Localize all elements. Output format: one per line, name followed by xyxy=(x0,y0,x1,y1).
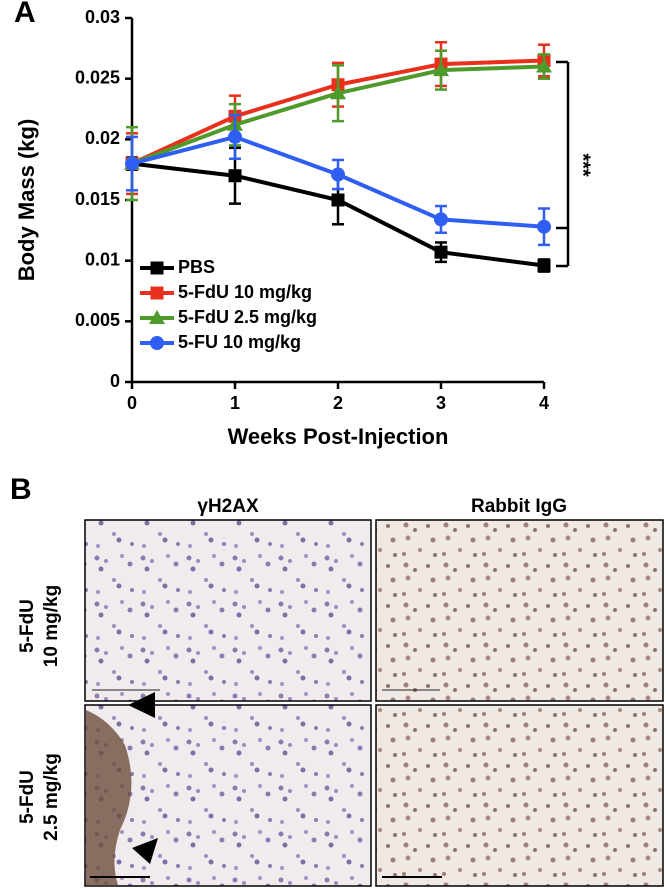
legend-label: 5-FU 10 mg/kg xyxy=(178,332,301,352)
stained-region xyxy=(86,710,132,885)
marker xyxy=(125,156,139,171)
y-tick-label: 0.025 xyxy=(75,67,120,87)
row-label-line: 5-FdU xyxy=(17,770,38,824)
marker xyxy=(434,245,448,259)
marker xyxy=(228,129,242,144)
micrograph xyxy=(375,704,664,887)
x-axis-label: Weeks Post-Injection xyxy=(228,424,449,449)
y-tick-label: 0.02 xyxy=(85,128,120,148)
marker xyxy=(536,58,552,73)
marker xyxy=(433,62,449,77)
column-header: γH2AX xyxy=(197,496,259,517)
legend-label: 5-FdU 2.5 mg/kg xyxy=(178,307,317,327)
y-axis-label: Body Mass (kg) xyxy=(14,119,39,282)
x-tick-label: 2 xyxy=(333,393,343,413)
marker xyxy=(150,286,164,300)
marker xyxy=(228,169,242,183)
row-label: 5-FdU 2.5 mg/kg xyxy=(17,753,62,841)
x-tick-label: 4 xyxy=(539,393,549,413)
series xyxy=(125,113,551,247)
micrograph xyxy=(375,519,664,702)
legend: PBS 5-FdU 10 mg/kg 5-FdU 2.5 mg/kg 5-FU 10 … xyxy=(140,257,317,352)
column-header: Rabbit IgG xyxy=(471,496,567,517)
marker xyxy=(331,167,345,182)
marker xyxy=(330,85,346,100)
legend-label: PBS xyxy=(178,257,215,277)
marker xyxy=(434,212,448,227)
y-tick-label: 0.015 xyxy=(75,189,120,209)
legend-label: 5-FdU 10 mg/kg xyxy=(178,282,312,302)
marker xyxy=(150,336,164,350)
marker xyxy=(149,310,165,324)
marker xyxy=(150,261,164,275)
y-tick-label: 0.01 xyxy=(85,249,120,269)
row-label-line: 5-FdU xyxy=(17,599,38,653)
panel-label: B xyxy=(10,473,32,506)
marker xyxy=(537,259,551,273)
significance-label: *** xyxy=(572,153,594,177)
y-tick-label: 0.005 xyxy=(75,310,120,330)
x-tick-label: 3 xyxy=(436,393,446,413)
marker xyxy=(537,219,551,234)
micrograph xyxy=(84,519,372,702)
x-tick-label: 1 xyxy=(230,393,240,413)
y-tick-label: 0.03 xyxy=(85,7,120,27)
micrograph-grid xyxy=(84,519,664,887)
micrograph xyxy=(84,704,372,887)
row-label-line: 2.5 mg/kg xyxy=(41,753,62,841)
row-label: 5-FdU 10 mg/kg xyxy=(17,585,62,667)
significance-bracket xyxy=(556,60,570,268)
arrowhead xyxy=(132,838,158,864)
x-tick-label: 0 xyxy=(127,393,137,413)
panel-label: A xyxy=(14,0,36,29)
y-tick-label: 0 xyxy=(110,371,120,391)
marker xyxy=(331,193,345,207)
row-label-line: 10 mg/kg xyxy=(41,585,62,667)
arrowhead xyxy=(128,692,155,718)
